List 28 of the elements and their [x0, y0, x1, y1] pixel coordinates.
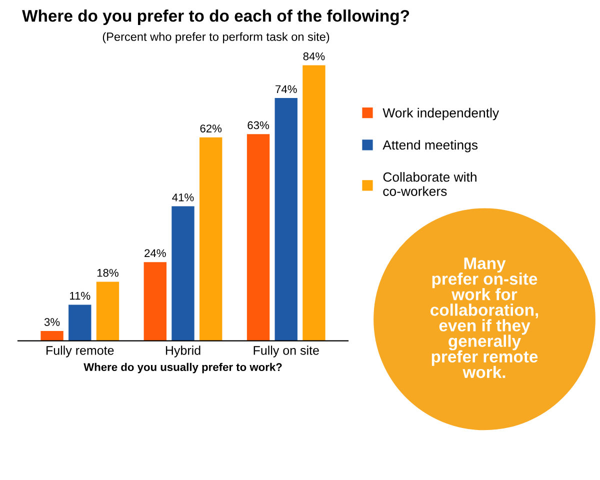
data-label: 84%: [303, 52, 325, 60]
legend-label: Collaborate with co-workers: [383, 172, 476, 196]
x-tick-label: Fully on site: [254, 346, 319, 358]
data-label: 62%: [200, 124, 222, 132]
bar: [96, 282, 120, 341]
data-label: 74%: [276, 85, 297, 94]
text: Many prefer on-site work for collaboration, even if they generally prefer remote work.: [430, 258, 538, 378]
bar: [246, 134, 270, 341]
bar: [40, 330, 64, 341]
data-label: 11%: [70, 292, 90, 300]
bar: [172, 206, 194, 341]
legend-label: Work independently: [382, 108, 500, 120]
x-axis-title: Where do you usually prefer to work?: [84, 362, 282, 374]
data-label: 24%: [144, 249, 166, 258]
data-label: 18%: [97, 268, 118, 277]
data-label: 63%: [248, 121, 270, 130]
chart-title: Where do you prefer to do each of the following?: [22, 10, 410, 26]
bar: [68, 304, 92, 341]
x-tick-label: Hybrid: [166, 346, 200, 358]
legend-label: Attend meetings: [382, 140, 478, 152]
chart-subtitle: (Percent who prefer to perform task on site): [102, 32, 330, 44]
x-tick-label: Fully remote: [46, 346, 114, 358]
bar: [274, 98, 298, 341]
data-label: 41%: [172, 194, 194, 202]
bar: [302, 65, 326, 341]
data-label: 3%: [44, 318, 60, 326]
bar: [200, 137, 222, 341]
bar: [144, 262, 166, 341]
